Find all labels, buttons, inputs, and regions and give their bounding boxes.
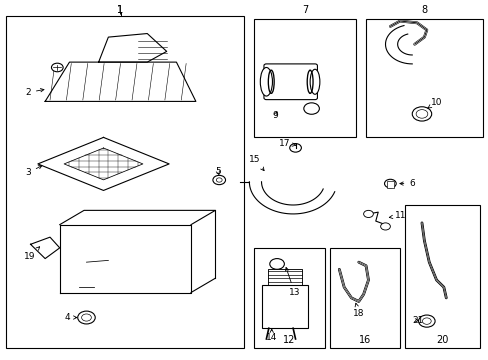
Circle shape (303, 103, 319, 114)
Circle shape (363, 210, 372, 217)
Text: 5: 5 (214, 167, 220, 176)
Circle shape (422, 318, 430, 324)
Text: 17: 17 (278, 139, 295, 148)
Text: 18: 18 (352, 303, 364, 319)
Text: 3: 3 (25, 166, 42, 177)
Circle shape (269, 258, 284, 269)
Circle shape (418, 315, 434, 327)
Ellipse shape (260, 67, 272, 96)
Text: 9: 9 (272, 111, 278, 120)
Bar (404, 205, 479, 348)
FancyBboxPatch shape (264, 64, 317, 100)
Text: 16: 16 (358, 335, 370, 345)
Text: 12: 12 (283, 335, 295, 345)
Text: 2: 2 (25, 88, 44, 97)
Circle shape (81, 314, 91, 321)
Text: 19: 19 (24, 247, 40, 261)
Text: 14: 14 (265, 329, 277, 342)
Bar (6, 16, 244, 348)
Text: 20: 20 (435, 335, 447, 345)
Text: 4: 4 (64, 313, 77, 322)
Text: 21: 21 (411, 316, 423, 325)
Text: 13: 13 (285, 267, 300, 297)
Bar (261, 285, 307, 328)
Text: 1: 1 (117, 5, 123, 15)
Text: 15: 15 (249, 155, 264, 171)
Circle shape (216, 178, 222, 182)
Text: 11: 11 (388, 211, 406, 220)
Circle shape (78, 311, 95, 324)
Circle shape (380, 223, 389, 230)
Ellipse shape (309, 69, 319, 94)
Circle shape (51, 63, 63, 72)
Text: 6: 6 (399, 179, 414, 188)
Bar (366, 19, 482, 137)
Circle shape (415, 110, 427, 118)
Text: 8: 8 (421, 5, 427, 15)
Text: 7: 7 (302, 5, 308, 15)
Circle shape (384, 179, 395, 188)
Text: 10: 10 (427, 98, 442, 108)
Bar (254, 248, 324, 348)
Bar (254, 19, 356, 137)
Circle shape (411, 107, 431, 121)
Bar (329, 248, 399, 348)
Circle shape (289, 144, 301, 152)
Circle shape (212, 175, 225, 185)
Text: 1: 1 (117, 5, 123, 15)
Bar (386, 181, 393, 188)
